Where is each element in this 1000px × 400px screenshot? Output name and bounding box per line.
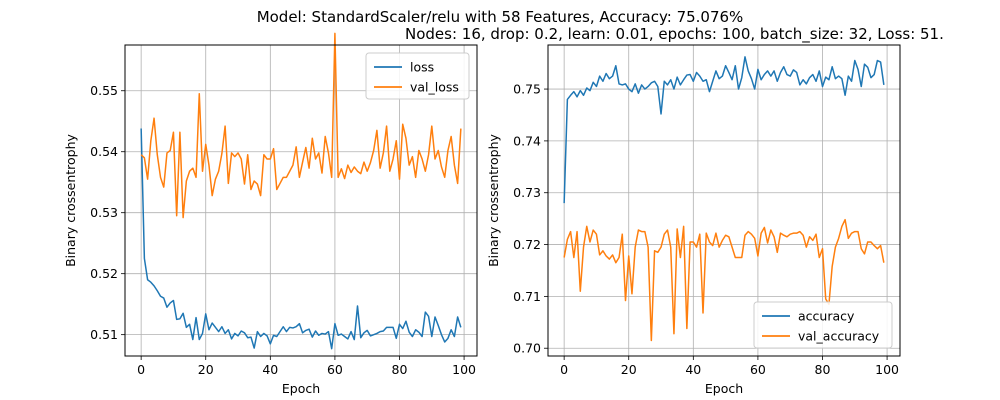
loss-xtick-label: 80	[392, 362, 408, 377]
loss-chart: 0 20 40 60 80 100 0.51 0.52 0.53 0.54 0.55 Epoch Bin…	[63, 32, 478, 396]
loss-xtick-label: 100	[452, 362, 476, 377]
accuracy-series-accuracy	[563, 56, 885, 204]
accuracy-ytick-label: 0.73	[513, 185, 541, 200]
loss-xtick-label: 0	[137, 362, 145, 377]
loss-plot-frame	[124, 44, 478, 357]
loss-ytick-label: 0.51	[90, 327, 118, 342]
accuracy-chart: 0 20 40 60 80 100 0.70 0.71 0.72 0.73 0.74 0.75 Epoc…	[486, 44, 901, 396]
loss-xlabel: Epoch	[282, 381, 320, 396]
accuracy-ytick-label: 0.71	[513, 289, 541, 304]
accuracy-ytick-label: 0.74	[513, 133, 541, 148]
accuracy-xtick-label: 80	[815, 362, 831, 377]
loss-ytick-label: 0.55	[90, 83, 118, 98]
loss-legend: loss val_loss	[365, 52, 470, 100]
accuracy-series-val-accuracy	[563, 218, 885, 342]
loss-legend-label: val_loss	[410, 80, 459, 95]
loss-series-loss	[140, 128, 462, 350]
accuracy-ytick-label: 0.72	[513, 237, 541, 252]
loss-ytick-label: 0.54	[90, 144, 118, 159]
loss-ytick-label: 0.52	[90, 266, 118, 281]
loss-legend-label: loss	[410, 60, 434, 75]
accuracy-legend: accuracy val_accuracy	[753, 301, 893, 349]
accuracy-xtick-label: 40	[685, 362, 701, 377]
accuracy-plot-frame	[547, 44, 901, 357]
accuracy-legend-label: accuracy	[798, 309, 855, 324]
accuracy-xtick-label: 20	[621, 362, 637, 377]
accuracy-xtick-label: 0	[560, 362, 568, 377]
loss-xtick-label: 60	[327, 362, 343, 377]
figure-title-line1: Model: StandardScaler/relu with 58 Featu…	[257, 8, 744, 26]
figure-title-line2: Nodes: 16, drop: 0.2, learn: 0.01, epoch…	[405, 25, 944, 44]
accuracy-legend-label: val_accuracy	[798, 329, 880, 344]
loss-xtick-label: 40	[262, 362, 278, 377]
accuracy-xlabel: Epoch	[705, 381, 743, 396]
accuracy-ytick-label: 0.75	[513, 82, 541, 97]
loss-series-val-loss	[140, 32, 462, 219]
accuracy-ylabel: Binary crossentrophy	[486, 133, 501, 266]
loss-ytick-label: 0.53	[90, 205, 118, 220]
loss-ylabel: Binary crossentrophy	[63, 133, 78, 266]
accuracy-ytick-label: 0.70	[513, 341, 541, 356]
accuracy-xtick-label: 100	[875, 362, 899, 377]
accuracy-xtick-label: 60	[750, 362, 766, 377]
loss-xtick-label: 20	[198, 362, 214, 377]
